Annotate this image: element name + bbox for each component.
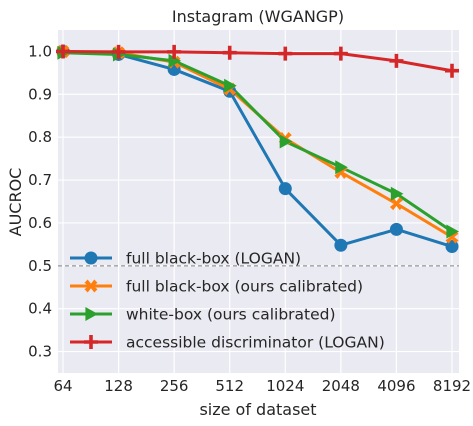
x-tick-label: 128	[104, 377, 133, 395]
data-point	[167, 44, 182, 59]
y-tick-label: 0.3	[28, 343, 52, 361]
data-point	[111, 44, 126, 59]
x-tick-label: 4096	[377, 377, 415, 395]
y-tick-label: 0.9	[28, 85, 52, 103]
y-tick-labels: 0.3 0.4 0.5 0.6 0.7 0.8 0.9 1.0	[28, 42, 52, 360]
data-point	[168, 53, 182, 68]
data-point	[222, 45, 237, 60]
x-tick-label: 64	[53, 377, 72, 395]
x-tick-label: 256	[160, 377, 189, 395]
data-point	[333, 46, 348, 61]
data-point	[389, 222, 403, 236]
y-tick-label: 0.8	[28, 128, 52, 146]
y-tick-label: 0.6	[28, 214, 52, 232]
legend-marker	[85, 307, 98, 321]
y-tick-label: 0.7	[28, 171, 52, 189]
data-point	[390, 186, 404, 201]
data-point	[279, 134, 293, 149]
data-point	[334, 238, 348, 252]
data-point	[335, 160, 348, 175]
x-tick-labels: 64 128 256 512 1024 2048 4096 8192	[53, 377, 471, 395]
y-tick-label: 1.0	[28, 42, 52, 60]
series-markers	[56, 44, 459, 254]
legend-marker	[84, 251, 98, 265]
data-point	[278, 182, 292, 196]
x-tick-label: 1024	[266, 377, 304, 395]
series-line-3	[62, 51, 453, 233]
x-axis-label: size of dataset	[199, 400, 316, 419]
x-tick-label: 8192	[433, 377, 471, 395]
y-tick-label: 0.5	[28, 257, 52, 275]
series-lines	[62, 49, 453, 248]
data-point	[389, 53, 404, 68]
series-line-4	[62, 49, 453, 73]
legend-label: accessible discriminator (LOGAN)	[126, 334, 385, 352]
data-point	[224, 78, 237, 93]
x-tick-label: 2048	[322, 377, 360, 395]
data-point	[446, 224, 459, 239]
legend-label: full black-box (ours calibrated)	[126, 278, 363, 296]
data-point	[278, 46, 293, 61]
data-point	[445, 63, 459, 78]
y-axis-label: AUCROC	[6, 168, 25, 237]
chart-title: Instagram (WGANGP)	[172, 7, 344, 26]
legend-marker	[84, 279, 98, 293]
legend-label: white-box (ours calibrated)	[126, 306, 336, 324]
legend-label: full black-box (LOGAN)	[126, 250, 301, 268]
data-point	[56, 44, 70, 59]
data-point	[389, 197, 403, 211]
legend-marker	[84, 335, 98, 349]
x-tick-label: 512	[215, 377, 244, 395]
y-tick-label: 0.4	[28, 300, 52, 318]
legend: full black-box (LOGAN) full black-box (ou…	[70, 250, 385, 352]
